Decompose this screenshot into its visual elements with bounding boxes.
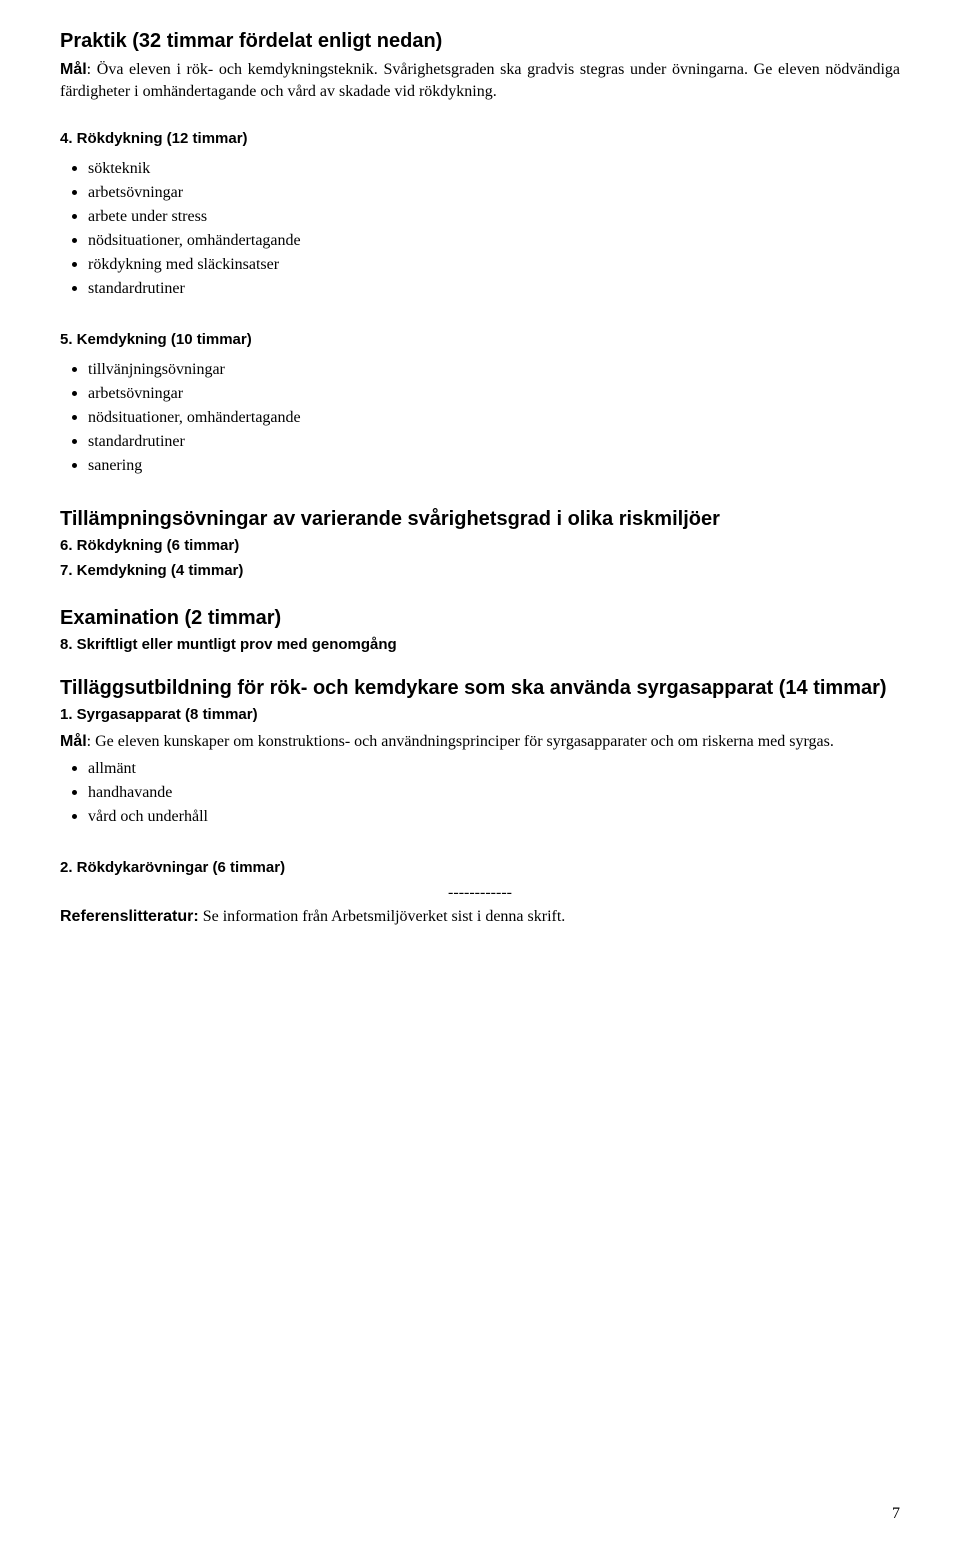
- list-item: standardrutiner: [60, 430, 900, 454]
- tillagg-list: allmänt handhavande vård och underhåll: [60, 757, 900, 829]
- line-7: 7. Kemdykning (4 timmar): [60, 562, 900, 579]
- list-item: standardrutiner: [60, 277, 900, 301]
- list-item: arbete under stress: [60, 205, 900, 229]
- reference-line: Referenslitteratur: Se information från …: [60, 906, 900, 928]
- tillagg-sec2-heading: 2. Rökdykarövningar (6 timmar): [60, 859, 900, 876]
- list-item: arbetsövningar: [60, 181, 900, 205]
- line-8: 8. Skriftligt eller muntligt prov med ge…: [60, 636, 900, 653]
- list-item: nödsituationer, omhändertagande: [60, 406, 900, 430]
- sec4-heading: 4. Rökdykning (12 timmar): [60, 130, 900, 147]
- list-item: sökteknik: [60, 157, 900, 181]
- tillagg-goal: Mål: Ge eleven kunskaper om konstruktion…: [60, 731, 900, 753]
- document-page: Praktik (32 timmar fördelat enligt nedan…: [0, 0, 960, 1543]
- praktik-goal: Mål: Öva eleven i rök- och kemdykningste…: [60, 59, 900, 102]
- goal-text: : Ge eleven kunskaper om konstruktions- …: [87, 733, 834, 750]
- list-item: rökdykning med släckinsatser: [60, 253, 900, 277]
- list-item: tillvänjningsövningar: [60, 358, 900, 382]
- list-item: handhavande: [60, 781, 900, 805]
- sec4-list: sökteknik arbetsövningar arbete under st…: [60, 157, 900, 301]
- goal-label: Mål: [60, 61, 87, 78]
- praktik-title: Praktik (32 timmar fördelat enligt nedan…: [60, 30, 900, 53]
- tillagg-title: Tilläggsutbildning för rök- och kemdykar…: [60, 677, 900, 700]
- list-item: vård och underhåll: [60, 805, 900, 829]
- tillagg-sec1-heading: 1. Syrgasapparat (8 timmar): [60, 706, 900, 723]
- list-item: allmänt: [60, 757, 900, 781]
- list-item: sanering: [60, 454, 900, 478]
- separator: ------------: [60, 884, 900, 902]
- sec5-list: tillvänjningsövningar arbetsövningar nöd…: [60, 358, 900, 478]
- goal-text: : Öva eleven i rök- och kemdykningstekni…: [60, 61, 900, 100]
- line-6: 6. Rökdykning (6 timmar): [60, 537, 900, 554]
- list-item: arbetsövningar: [60, 382, 900, 406]
- goal-label: Mål: [60, 733, 87, 750]
- examination-title: Examination (2 timmar): [60, 607, 900, 630]
- tillampning-title: Tillämpningsövningar av varierande svåri…: [60, 508, 900, 531]
- list-item: nödsituationer, omhändertagande: [60, 229, 900, 253]
- ref-text: Se information från Arbetsmiljöverket si…: [199, 908, 566, 925]
- ref-label: Referenslitteratur:: [60, 908, 199, 925]
- sec5-heading: 5. Kemdykning (10 timmar): [60, 331, 900, 348]
- page-number: 7: [892, 1505, 900, 1523]
